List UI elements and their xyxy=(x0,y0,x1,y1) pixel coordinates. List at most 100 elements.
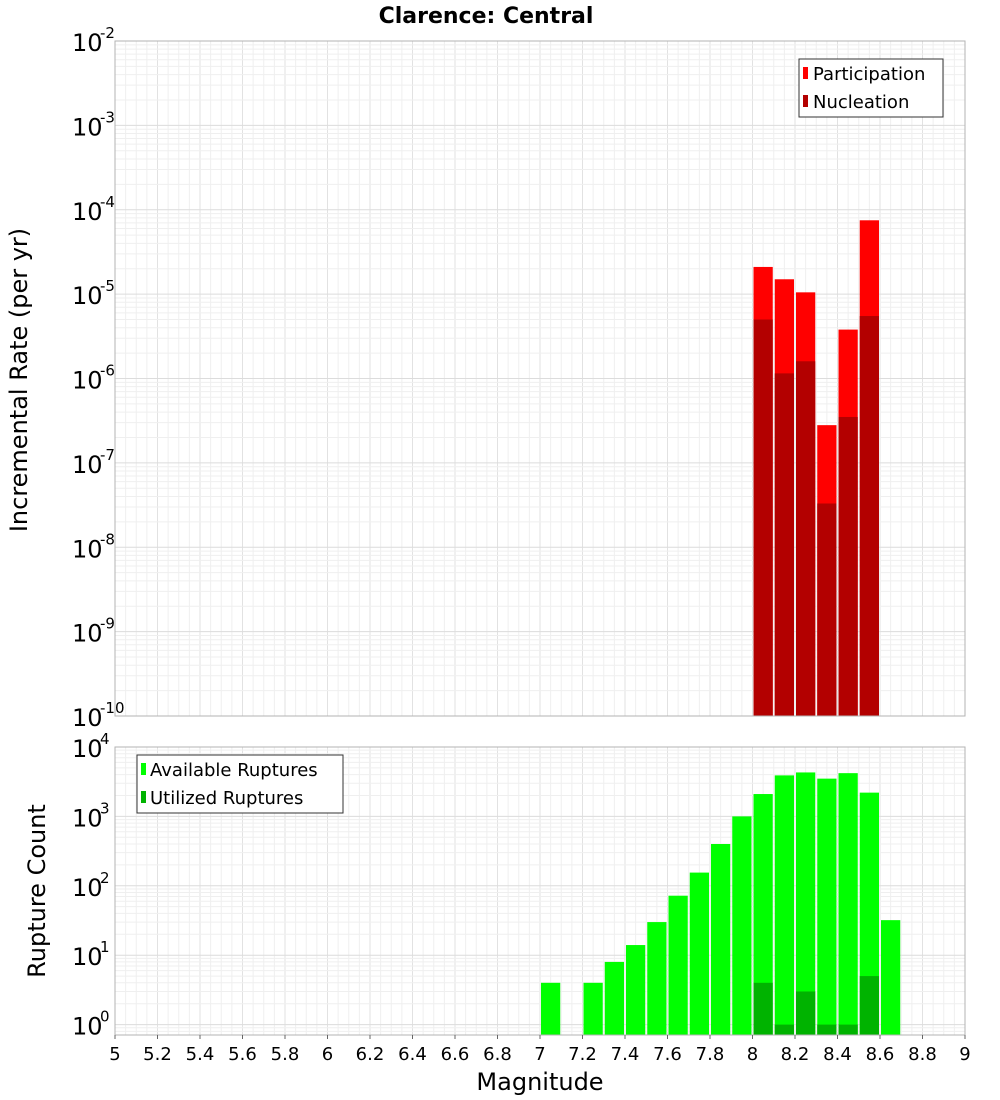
chart-title: Clarence: Central xyxy=(379,4,594,29)
bar-available-ruptures xyxy=(817,778,837,1035)
x-tick-label: 6.6 xyxy=(441,1044,470,1065)
y-tick-exponent: 4 xyxy=(100,730,110,748)
y-tick-base: 10 xyxy=(72,451,103,479)
x-tick-label: 6 xyxy=(322,1044,333,1065)
x-tick-label: 5 xyxy=(109,1044,120,1065)
y-tick-label: 10-3 xyxy=(72,108,115,141)
bar-available-ruptures xyxy=(753,794,773,1035)
legend-swatch-available xyxy=(141,763,146,775)
x-tick-label: 6.2 xyxy=(356,1044,385,1065)
x-tick-label: 5.4 xyxy=(186,1044,215,1065)
y-tick-base: 10 xyxy=(72,943,103,971)
top-bars xyxy=(753,220,879,717)
x-tick-label: 6.4 xyxy=(398,1044,427,1065)
bar-utilized-ruptures xyxy=(859,976,879,1035)
y-tick-exponent: 0 xyxy=(100,1008,110,1026)
y-tick-exponent: -9 xyxy=(100,615,115,633)
bar-available-ruptures xyxy=(774,775,794,1035)
y-tick-base: 10 xyxy=(72,704,103,732)
bar-available-ruptures xyxy=(604,961,624,1035)
y-tick-exponent: -2 xyxy=(100,24,115,42)
y-tick-base: 10 xyxy=(72,113,103,141)
x-tick-label: 7.6 xyxy=(653,1044,682,1065)
bar-nucleation xyxy=(753,319,773,716)
y-tick-label: 101 xyxy=(72,938,110,971)
bar-utilized-ruptures xyxy=(838,1024,858,1035)
y-tick-exponent: -10 xyxy=(100,699,125,717)
bar-utilized-ruptures xyxy=(753,982,773,1035)
y-tick-exponent: -5 xyxy=(100,277,115,295)
y-tick-base: 10 xyxy=(72,735,103,763)
y-tick-exponent: -3 xyxy=(100,108,115,126)
x-tick-label: 8.4 xyxy=(823,1044,852,1065)
participation-nucleation-panel: 10-210-310-410-510-610-710-810-910-10 In… xyxy=(5,24,966,732)
legend-label-utilized: Utilized Ruptures xyxy=(150,788,303,809)
y-tick-label: 10-2 xyxy=(72,24,115,57)
bottom-legend-box xyxy=(136,754,344,814)
bar-nucleation xyxy=(838,416,858,716)
legend-label-participation: Participation xyxy=(813,64,925,85)
bar-utilized-ruptures xyxy=(774,1024,794,1035)
top-legend-box xyxy=(798,58,944,118)
bar-nucleation xyxy=(817,503,837,716)
y-tick-label: 10-6 xyxy=(72,362,115,395)
x-tick-label: 7.8 xyxy=(696,1044,725,1065)
bottom-y-axis-label: Rupture Count xyxy=(23,804,51,978)
bar-nucleation xyxy=(796,361,816,716)
bar-available-ruptures xyxy=(647,922,667,1035)
legend-swatch-nucleation xyxy=(803,95,808,107)
y-tick-label: 102 xyxy=(72,869,110,902)
top-y-ticks: 10-210-310-410-510-610-710-810-910-10 xyxy=(72,24,125,732)
legend-swatch-utilized xyxy=(141,791,146,803)
legend-swatch-participation xyxy=(803,67,808,79)
bar-available-ruptures xyxy=(732,816,752,1035)
bar-available-ruptures xyxy=(859,792,879,1035)
y-tick-label: 104 xyxy=(72,730,110,763)
y-tick-exponent: 1 xyxy=(100,938,110,956)
bar-available-ruptures xyxy=(796,772,816,1035)
y-tick-base: 10 xyxy=(72,620,103,648)
bar-utilized-ruptures xyxy=(796,991,816,1035)
bottom-legend: Available Ruptures Utilized Ruptures xyxy=(136,754,344,814)
y-tick-exponent: 3 xyxy=(100,799,110,817)
y-tick-base: 10 xyxy=(72,1013,103,1041)
x-ticks: 5 5.2 5.4 5.6 5.8 6 6.2 6.4 6.6 6.8 7 7.2 7.4 7.6 7.8 8… xyxy=(109,1035,971,1065)
top-y-axis-label: Incremental Rate (per yr) xyxy=(5,228,33,532)
x-tick-label: 8.8 xyxy=(908,1044,937,1065)
bar-available-ruptures xyxy=(838,773,858,1035)
bar-available-ruptures xyxy=(689,872,709,1035)
x-tick-label: 7 xyxy=(534,1044,545,1065)
y-tick-exponent: -7 xyxy=(100,446,115,464)
x-tick-label: 5.2 xyxy=(143,1044,172,1065)
x-tick-label: 7.2 xyxy=(568,1044,597,1065)
y-tick-label: 10-9 xyxy=(72,615,115,648)
y-tick-label: 10-5 xyxy=(72,277,115,310)
y-tick-label: 100 xyxy=(72,1008,110,1041)
x-axis-label: Magnitude xyxy=(476,1068,603,1096)
x-tick-label: 8.6 xyxy=(866,1044,895,1065)
y-tick-base: 10 xyxy=(72,198,103,226)
y-tick-label: 10-7 xyxy=(72,446,115,479)
y-tick-base: 10 xyxy=(72,367,103,395)
bar-available-ruptures xyxy=(626,945,646,1035)
top-legend: Participation Nucleation xyxy=(798,58,944,118)
x-tick-label: 9 xyxy=(959,1044,970,1065)
y-tick-label: 10-4 xyxy=(72,193,115,226)
y-tick-base: 10 xyxy=(72,874,103,902)
y-tick-label: 103 xyxy=(72,799,110,832)
bar-available-ruptures xyxy=(668,895,688,1035)
bar-available-ruptures xyxy=(711,844,731,1035)
bar-nucleation xyxy=(774,373,794,716)
x-tick-label: 5.8 xyxy=(271,1044,300,1065)
bar-available-ruptures xyxy=(541,982,561,1035)
x-tick-label: 8 xyxy=(747,1044,758,1065)
x-tick-label: 5.6 xyxy=(228,1044,257,1065)
y-tick-base: 10 xyxy=(72,282,103,310)
y-tick-exponent: -6 xyxy=(100,362,115,380)
y-tick-label: 10-8 xyxy=(72,530,115,563)
bar-nucleation xyxy=(859,316,879,716)
legend-label-nucleation: Nucleation xyxy=(813,92,909,113)
bar-available-ruptures xyxy=(583,982,603,1035)
